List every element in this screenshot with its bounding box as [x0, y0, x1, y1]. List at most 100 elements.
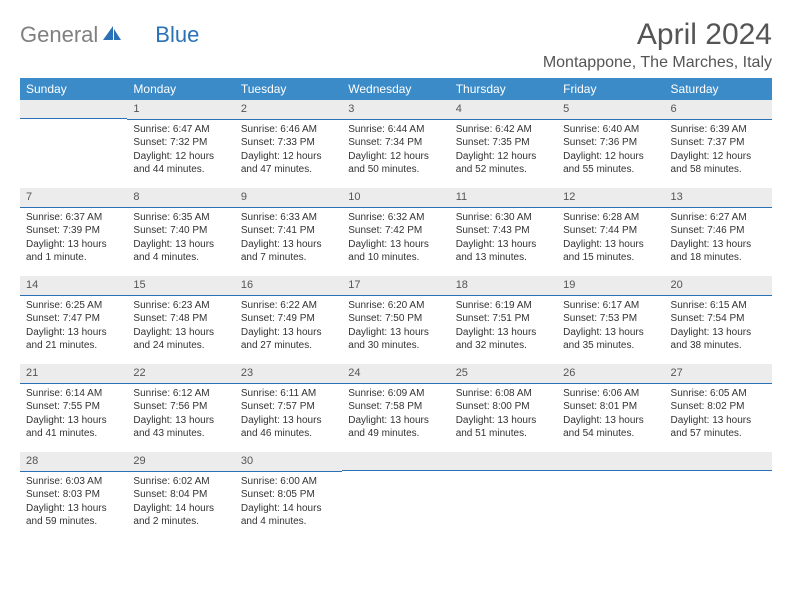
calendar-cell: 14Sunrise: 6:25 AMSunset: 7:47 PMDayligh… — [20, 276, 127, 364]
sunset-line: Sunset: 7:46 PM — [671, 224, 766, 238]
sunrise-line: Sunrise: 6:06 AM — [563, 387, 658, 401]
calendar-cell: 20Sunrise: 6:15 AMSunset: 7:54 PMDayligh… — [665, 276, 772, 364]
calendar-cell: 24Sunrise: 6:09 AMSunset: 7:58 PMDayligh… — [342, 364, 449, 452]
calendar-cell: 16Sunrise: 6:22 AMSunset: 7:49 PMDayligh… — [235, 276, 342, 364]
day-number: 24 — [342, 364, 449, 384]
sunrise-line: Sunrise: 6:30 AM — [456, 211, 551, 225]
daylight-line: Daylight: 13 hours and 54 minutes. — [563, 414, 658, 441]
dayname-fri: Friday — [557, 78, 664, 100]
sunrise-line: Sunrise: 6:05 AM — [671, 387, 766, 401]
daylight-line: Daylight: 13 hours and 43 minutes. — [133, 414, 228, 441]
calendar-cell: 15Sunrise: 6:23 AMSunset: 7:48 PMDayligh… — [127, 276, 234, 364]
sunset-line: Sunset: 7:40 PM — [133, 224, 228, 238]
day-number: 12 — [557, 188, 664, 208]
day-number: 11 — [450, 188, 557, 208]
day-body: Sunrise: 6:46 AMSunset: 7:33 PMDaylight:… — [235, 120, 342, 181]
day-number: 29 — [127, 452, 234, 472]
calendar-cell: 13Sunrise: 6:27 AMSunset: 7:46 PMDayligh… — [665, 188, 772, 276]
day-number: 7 — [20, 188, 127, 208]
calendar-table: Sunday Monday Tuesday Wednesday Thursday… — [20, 78, 772, 540]
day-body: Sunrise: 6:00 AMSunset: 8:05 PMDaylight:… — [235, 472, 342, 533]
calendar-week-row: 21Sunrise: 6:14 AMSunset: 7:55 PMDayligh… — [20, 364, 772, 452]
month-title: April 2024 — [543, 18, 772, 52]
day-number: 19 — [557, 276, 664, 296]
daylight-line: Daylight: 13 hours and 51 minutes. — [456, 414, 551, 441]
dayname-row: Sunday Monday Tuesday Wednesday Thursday… — [20, 78, 772, 100]
day-body: Sunrise: 6:28 AMSunset: 7:44 PMDaylight:… — [557, 208, 664, 269]
daylight-line: Daylight: 13 hours and 46 minutes. — [241, 414, 336, 441]
sunrise-line: Sunrise: 6:08 AM — [456, 387, 551, 401]
calendar-cell: 6Sunrise: 6:39 AMSunset: 7:37 PMDaylight… — [665, 100, 772, 188]
calendar-cell: 5Sunrise: 6:40 AMSunset: 7:36 PMDaylight… — [557, 100, 664, 188]
dayname-sun: Sunday — [20, 78, 127, 100]
day-number: 4 — [450, 100, 557, 120]
daylight-line: Daylight: 12 hours and 47 minutes. — [241, 150, 336, 177]
calendar-page: General Blue April 2024 Montappone, The … — [0, 0, 792, 540]
daylight-line: Daylight: 13 hours and 57 minutes. — [671, 414, 766, 441]
sunrise-line: Sunrise: 6:27 AM — [671, 211, 766, 225]
sunset-line: Sunset: 7:48 PM — [133, 312, 228, 326]
daylight-line: Daylight: 13 hours and 49 minutes. — [348, 414, 443, 441]
sunrise-line: Sunrise: 6:37 AM — [26, 211, 121, 225]
day-body: Sunrise: 6:15 AMSunset: 7:54 PMDaylight:… — [665, 296, 772, 357]
sunset-line: Sunset: 8:04 PM — [133, 488, 228, 502]
sunset-line: Sunset: 7:44 PM — [563, 224, 658, 238]
daylight-line: Daylight: 13 hours and 59 minutes. — [26, 502, 121, 529]
day-number: 23 — [235, 364, 342, 384]
day-body: Sunrise: 6:22 AMSunset: 7:49 PMDaylight:… — [235, 296, 342, 357]
day-number: 21 — [20, 364, 127, 384]
day-body: Sunrise: 6:17 AMSunset: 7:53 PMDaylight:… — [557, 296, 664, 357]
day-body: Sunrise: 6:42 AMSunset: 7:35 PMDaylight:… — [450, 120, 557, 181]
sunset-line: Sunset: 8:01 PM — [563, 400, 658, 414]
sunrise-line: Sunrise: 6:15 AM — [671, 299, 766, 313]
day-number: 30 — [235, 452, 342, 472]
day-body: Sunrise: 6:33 AMSunset: 7:41 PMDaylight:… — [235, 208, 342, 269]
calendar-cell — [342, 452, 449, 540]
daylight-line: Daylight: 13 hours and 21 minutes. — [26, 326, 121, 353]
calendar-cell: 7Sunrise: 6:37 AMSunset: 7:39 PMDaylight… — [20, 188, 127, 276]
day-body: Sunrise: 6:30 AMSunset: 7:43 PMDaylight:… — [450, 208, 557, 269]
calendar-cell: 3Sunrise: 6:44 AMSunset: 7:34 PMDaylight… — [342, 100, 449, 188]
sunrise-line: Sunrise: 6:20 AM — [348, 299, 443, 313]
sunset-line: Sunset: 8:03 PM — [26, 488, 121, 502]
day-number: 1 — [127, 100, 234, 120]
calendar-cell: 8Sunrise: 6:35 AMSunset: 7:40 PMDaylight… — [127, 188, 234, 276]
sunset-line: Sunset: 7:49 PM — [241, 312, 336, 326]
day-body: Sunrise: 6:35 AMSunset: 7:40 PMDaylight:… — [127, 208, 234, 269]
day-number: 20 — [665, 276, 772, 296]
empty-daynum — [557, 452, 664, 471]
sunset-line: Sunset: 7:39 PM — [26, 224, 121, 238]
sunrise-line: Sunrise: 6:22 AM — [241, 299, 336, 313]
calendar-cell — [20, 100, 127, 188]
sunset-line: Sunset: 8:02 PM — [671, 400, 766, 414]
day-body: Sunrise: 6:39 AMSunset: 7:37 PMDaylight:… — [665, 120, 772, 181]
day-number: 5 — [557, 100, 664, 120]
location-label: Montappone, The Marches, Italy — [543, 54, 772, 72]
sunset-line: Sunset: 7:51 PM — [456, 312, 551, 326]
header: General Blue April 2024 Montappone, The … — [20, 18, 772, 72]
day-body: Sunrise: 6:32 AMSunset: 7:42 PMDaylight:… — [342, 208, 449, 269]
day-number: 22 — [127, 364, 234, 384]
sunrise-line: Sunrise: 6:17 AM — [563, 299, 658, 313]
calendar-cell: 29Sunrise: 6:02 AMSunset: 8:04 PMDayligh… — [127, 452, 234, 540]
title-block: April 2024 Montappone, The Marches, Ital… — [543, 18, 772, 72]
daylight-line: Daylight: 13 hours and 18 minutes. — [671, 238, 766, 265]
calendar-cell: 19Sunrise: 6:17 AMSunset: 7:53 PMDayligh… — [557, 276, 664, 364]
daylight-line: Daylight: 13 hours and 38 minutes. — [671, 326, 766, 353]
sunrise-line: Sunrise: 6:32 AM — [348, 211, 443, 225]
calendar-cell: 22Sunrise: 6:12 AMSunset: 7:56 PMDayligh… — [127, 364, 234, 452]
calendar-cell: 11Sunrise: 6:30 AMSunset: 7:43 PMDayligh… — [450, 188, 557, 276]
day-body: Sunrise: 6:11 AMSunset: 7:57 PMDaylight:… — [235, 384, 342, 445]
calendar-cell: 9Sunrise: 6:33 AMSunset: 7:41 PMDaylight… — [235, 188, 342, 276]
daylight-line: Daylight: 12 hours and 50 minutes. — [348, 150, 443, 177]
sunset-line: Sunset: 7:34 PM — [348, 136, 443, 150]
sunset-line: Sunset: 7:47 PM — [26, 312, 121, 326]
calendar-cell: 18Sunrise: 6:19 AMSunset: 7:51 PMDayligh… — [450, 276, 557, 364]
day-body: Sunrise: 6:19 AMSunset: 7:51 PMDaylight:… — [450, 296, 557, 357]
calendar-cell: 27Sunrise: 6:05 AMSunset: 8:02 PMDayligh… — [665, 364, 772, 452]
day-body: Sunrise: 6:47 AMSunset: 7:32 PMDaylight:… — [127, 120, 234, 181]
sunset-line: Sunset: 8:00 PM — [456, 400, 551, 414]
sunrise-line: Sunrise: 6:33 AM — [241, 211, 336, 225]
day-body: Sunrise: 6:12 AMSunset: 7:56 PMDaylight:… — [127, 384, 234, 445]
sunset-line: Sunset: 7:50 PM — [348, 312, 443, 326]
